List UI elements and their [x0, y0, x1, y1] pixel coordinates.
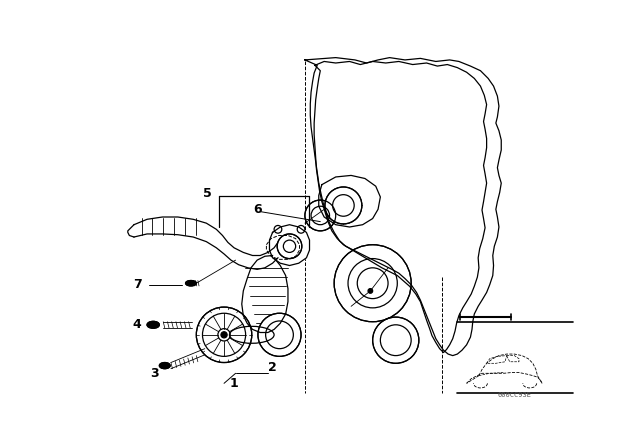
Text: 7: 7: [132, 278, 141, 291]
Ellipse shape: [186, 280, 196, 286]
Text: 000CC93E: 000CC93E: [497, 392, 531, 398]
Circle shape: [196, 307, 252, 362]
Circle shape: [334, 245, 411, 322]
Circle shape: [277, 234, 302, 258]
Polygon shape: [242, 255, 288, 332]
Text: 1: 1: [230, 377, 239, 390]
Circle shape: [325, 187, 362, 224]
Text: 4: 4: [132, 318, 141, 332]
Polygon shape: [128, 217, 278, 269]
Ellipse shape: [159, 362, 170, 369]
Polygon shape: [269, 225, 310, 266]
Ellipse shape: [147, 321, 159, 328]
Circle shape: [305, 200, 336, 231]
Text: 3: 3: [150, 367, 159, 380]
Circle shape: [221, 332, 227, 338]
Circle shape: [258, 313, 301, 356]
Text: 5: 5: [203, 187, 211, 200]
Circle shape: [372, 317, 419, 363]
Polygon shape: [319, 176, 380, 227]
Text: 6: 6: [253, 203, 262, 216]
Text: 2: 2: [268, 362, 277, 375]
Circle shape: [368, 289, 372, 293]
